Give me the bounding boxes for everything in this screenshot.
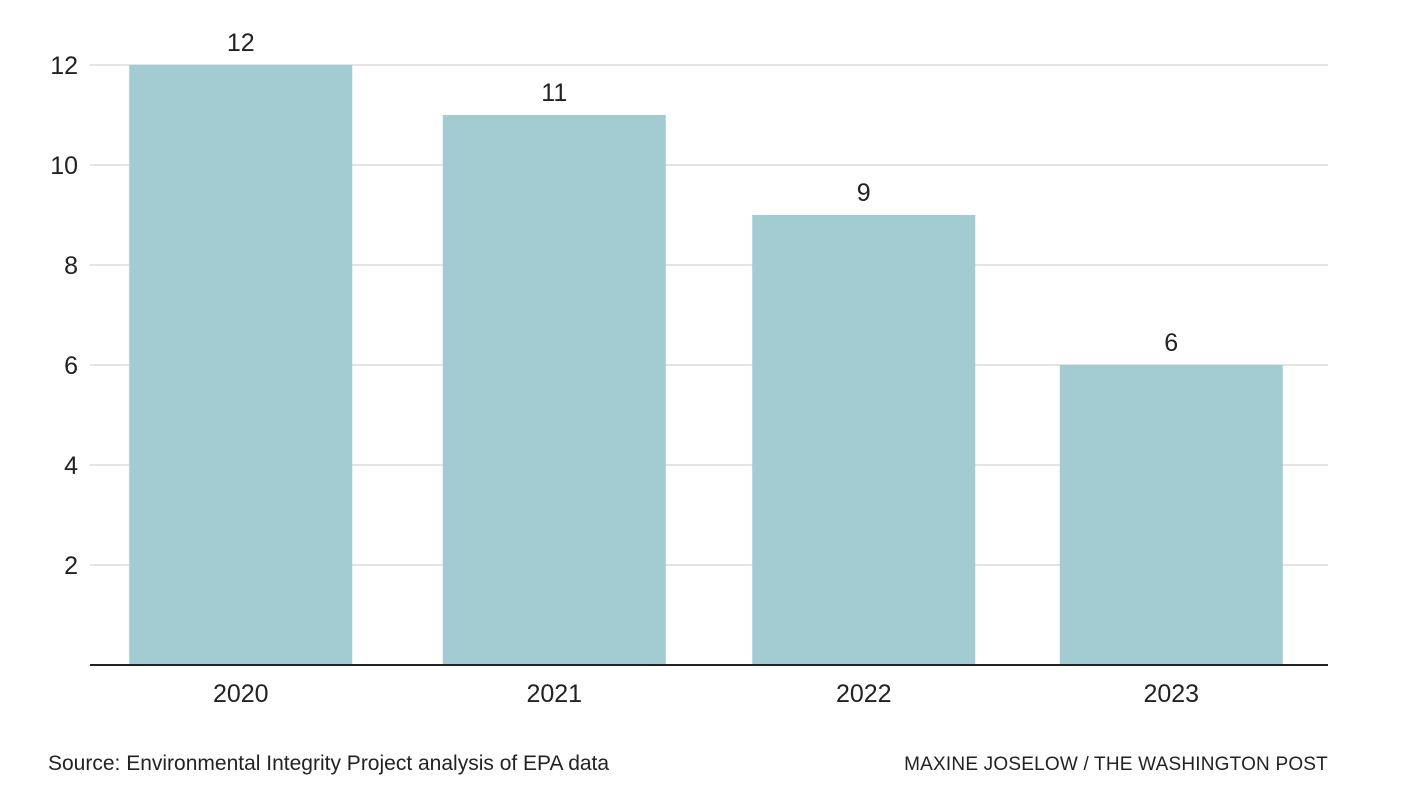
credit-line: MAXINE JOSELOW / THE WASHINGTON POST	[904, 754, 1328, 775]
bar-2022	[752, 215, 976, 665]
y-tick-label: 6	[64, 352, 78, 380]
data-label-2023: 6	[1164, 329, 1178, 357]
bar-2023	[1059, 365, 1283, 665]
data-label-2022: 9	[857, 179, 871, 207]
y-tick-label: 4	[64, 452, 78, 480]
y-tick-label: 12	[50, 52, 78, 80]
x-tick-label: 2022	[836, 680, 892, 708]
bars	[129, 65, 1283, 665]
bar-2020	[129, 65, 353, 665]
bar-2021	[442, 115, 666, 665]
source-note: Source: Environmental Integrity Project …	[48, 752, 610, 775]
x-axis-ticks: 2020 2021 2022 2023	[213, 680, 1199, 708]
y-tick-label: 10	[50, 152, 78, 180]
y-tick-label: 2	[64, 552, 78, 580]
y-axis-ticks: 2 4 6 8 10 12	[50, 52, 78, 580]
y-tick-label: 8	[64, 252, 78, 280]
x-tick-label: 2020	[213, 680, 269, 708]
x-tick-label: 2021	[526, 680, 582, 708]
x-tick-label: 2023	[1143, 680, 1199, 708]
data-label-2020: 12	[227, 29, 255, 57]
data-label-2021: 11	[541, 79, 567, 107]
data-labels: 12 11 9 6	[227, 29, 1178, 357]
